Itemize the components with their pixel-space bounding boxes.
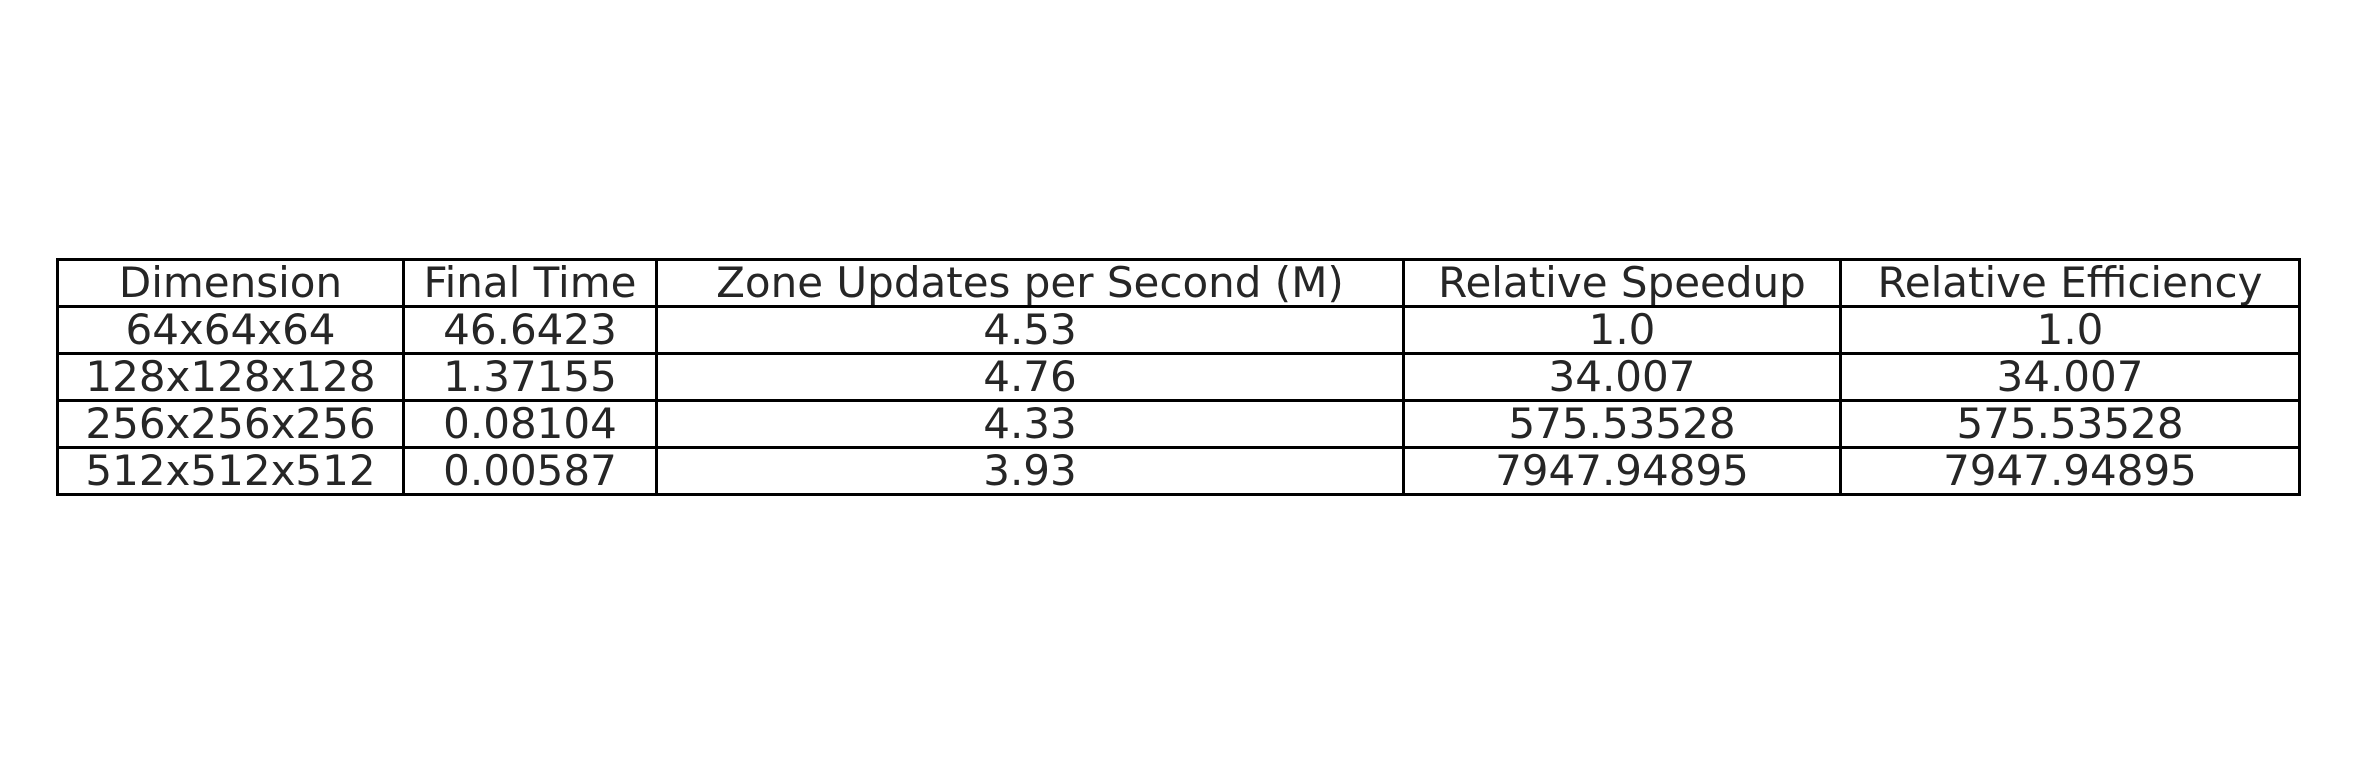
table-row: 64x64x64 46.6423 4.53 1.0 1.0: [56, 305, 2301, 355]
table-row: 512x512x512 0.00587 3.93 7947.94895 7947…: [56, 446, 2301, 496]
column-header-final-time: Final Time: [402, 258, 658, 308]
table-row: 256x256x256 0.08104 4.33 575.53528 575.5…: [56, 399, 2301, 449]
cell-zone-updates: 4.53: [655, 305, 1405, 355]
column-header-relative-speedup: Relative Speedup: [1402, 258, 1842, 308]
cell-relative-speedup: 7947.94895: [1402, 446, 1842, 496]
cell-relative-speedup: 575.53528: [1402, 399, 1842, 449]
cell-zone-updates: 4.76: [655, 352, 1405, 402]
column-header-relative-efficiency: Relative Efficiency: [1839, 258, 2301, 308]
cell-relative-efficiency: 1.0: [1839, 305, 2301, 355]
results-table: Dimension Final Time Zone Updates per Se…: [56, 258, 2301, 496]
cell-dimension: 256x256x256: [56, 399, 405, 449]
cell-final-time: 46.6423: [402, 305, 658, 355]
cell-dimension: 128x128x128: [56, 352, 405, 402]
cell-final-time: 0.00587: [402, 446, 658, 496]
cell-relative-speedup: 34.007: [1402, 352, 1842, 402]
cell-final-time: 0.08104: [402, 399, 658, 449]
cell-relative-efficiency: 34.007: [1839, 352, 2301, 402]
column-header-zone-updates: Zone Updates per Second (M): [655, 258, 1405, 308]
cell-relative-efficiency: 7947.94895: [1839, 446, 2301, 496]
cell-relative-efficiency: 575.53528: [1839, 399, 2301, 449]
table-row: 128x128x128 1.37155 4.76 34.007 34.007: [56, 352, 2301, 402]
cell-relative-speedup: 1.0: [1402, 305, 1842, 355]
column-header-dimension: Dimension: [56, 258, 405, 308]
cell-final-time: 1.37155: [402, 352, 658, 402]
cell-zone-updates: 4.33: [655, 399, 1405, 449]
cell-dimension: 64x64x64: [56, 305, 405, 355]
cell-dimension: 512x512x512: [56, 446, 405, 496]
cell-zone-updates: 3.93: [655, 446, 1405, 496]
table-header-row: Dimension Final Time Zone Updates per Se…: [56, 258, 2301, 308]
